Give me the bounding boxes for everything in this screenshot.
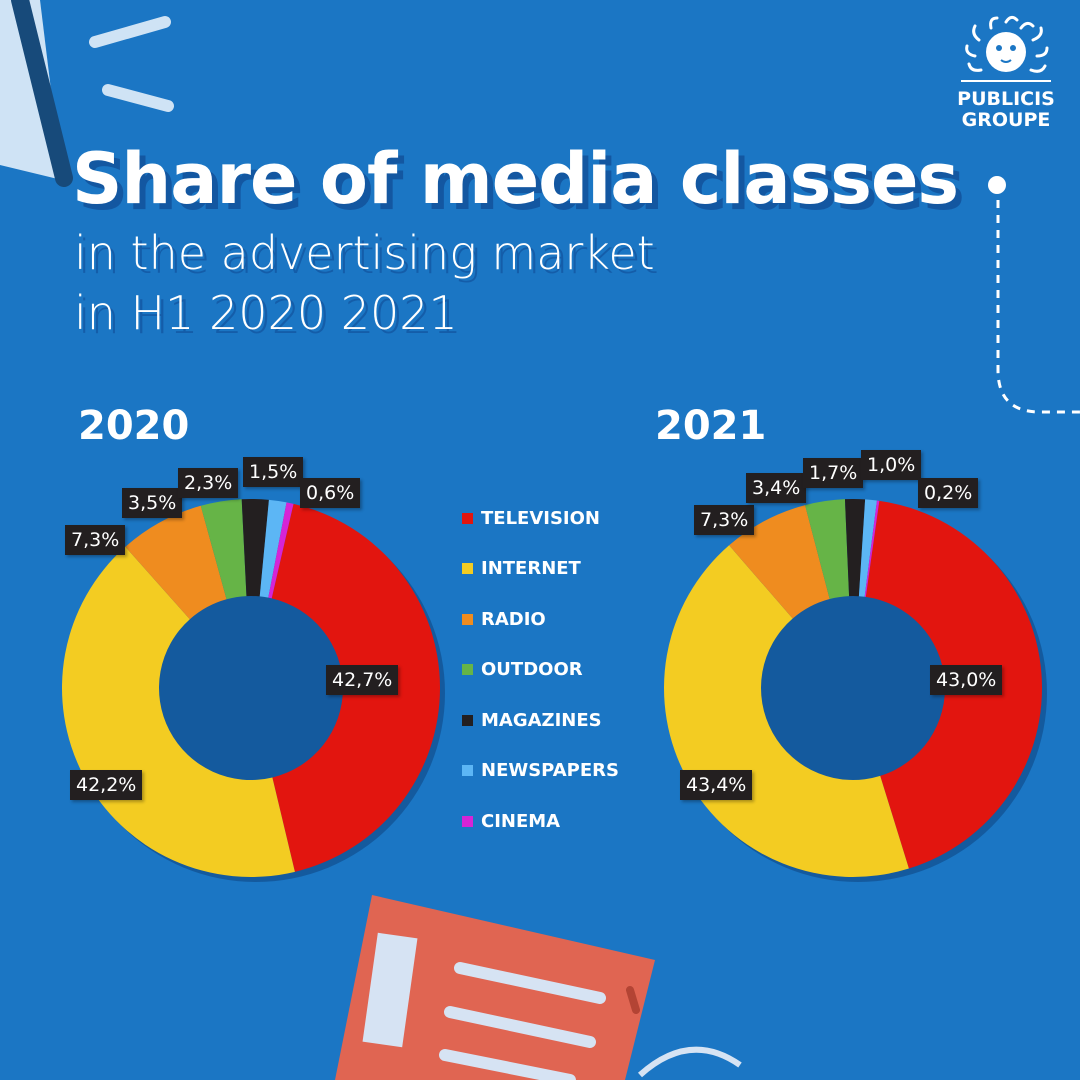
data-label: 3,5%	[122, 488, 183, 518]
legend-item: INTERNET	[462, 544, 619, 595]
data-label: 0,2%	[918, 478, 979, 508]
donut-slice-radio	[125, 505, 227, 620]
subtitle-line-1: in the advertising market	[74, 226, 655, 280]
donut-slice-magazines	[844, 499, 866, 597]
data-label: 42,2%	[70, 770, 143, 800]
legend-item: CINEMA	[462, 796, 619, 847]
legend-item: MAGAZINES	[462, 695, 619, 746]
logo-text-line1: PUBLICIS	[957, 88, 1055, 110]
megaphone-handle	[11, 0, 73, 187]
legend-label: RADIO	[481, 608, 546, 630]
dot-decoration	[988, 176, 1006, 194]
logo-text-line2: GROUPE	[961, 109, 1051, 131]
legend-label: INTERNET	[481, 558, 581, 580]
data-label: 1,5%	[243, 457, 304, 487]
donut-slice-outdoor	[200, 499, 247, 600]
subtitle-line-2: in H1 2020 2021	[74, 286, 458, 340]
legend-label: OUTDOOR	[481, 659, 583, 681]
publicis-groupe-logo: PUBLICIS GROUPE	[946, 14, 1066, 131]
donut-slice-newspapers	[259, 499, 287, 598]
sound-line	[102, 84, 174, 112]
legend-swatch	[462, 613, 473, 625]
legend-item: OUTDOOR	[462, 645, 619, 696]
legend-swatch	[462, 563, 473, 575]
legend-swatch	[462, 765, 473, 777]
legend-label: MAGAZINES	[481, 709, 602, 731]
legend-item: TELEVISION	[462, 493, 619, 544]
donut-slice-cinema	[864, 500, 880, 597]
legend-swatch	[462, 714, 473, 726]
donut-slice-cinema	[268, 502, 294, 599]
data-label: 43,0%	[930, 665, 1003, 695]
page-title: Share of media classes	[72, 138, 959, 220]
data-label: 2,3%	[178, 468, 239, 498]
data-label: 7,3%	[65, 525, 126, 555]
donut-slice-outdoor	[805, 499, 850, 600]
donut-slice-magazines	[241, 498, 269, 597]
legend-swatch	[462, 512, 473, 524]
legend-label: TELEVISION	[481, 507, 600, 529]
data-label: 3,4%	[746, 473, 807, 503]
price-tag-decoration	[335, 895, 742, 1080]
legend: TELEVISION INTERNET RADIO OUTDOOR MAGAZI…	[462, 493, 619, 847]
data-label: 42,7%	[326, 665, 399, 695]
legend-label: CINEMA	[481, 810, 561, 832]
data-label: 43,4%	[680, 770, 753, 800]
legend-swatch	[462, 664, 473, 676]
legend-swatch	[462, 815, 473, 827]
lion-head-icon	[961, 15, 1051, 82]
legend-item: RADIO	[462, 594, 619, 645]
chart-title-2020: 2020	[78, 403, 190, 449]
data-label: 7,3%	[694, 505, 755, 535]
legend-label: NEWSPAPERS	[481, 760, 619, 782]
sound-line	[89, 16, 171, 48]
data-label: 0,6%	[300, 478, 361, 508]
donut-slice-newspapers	[858, 499, 877, 597]
chart-title-2021: 2021	[655, 403, 767, 449]
legend-item: NEWSPAPERS	[462, 746, 619, 797]
data-label: 1,7%	[803, 458, 864, 488]
data-label: 1,0%	[861, 450, 922, 480]
dashed-line	[996, 200, 1080, 414]
